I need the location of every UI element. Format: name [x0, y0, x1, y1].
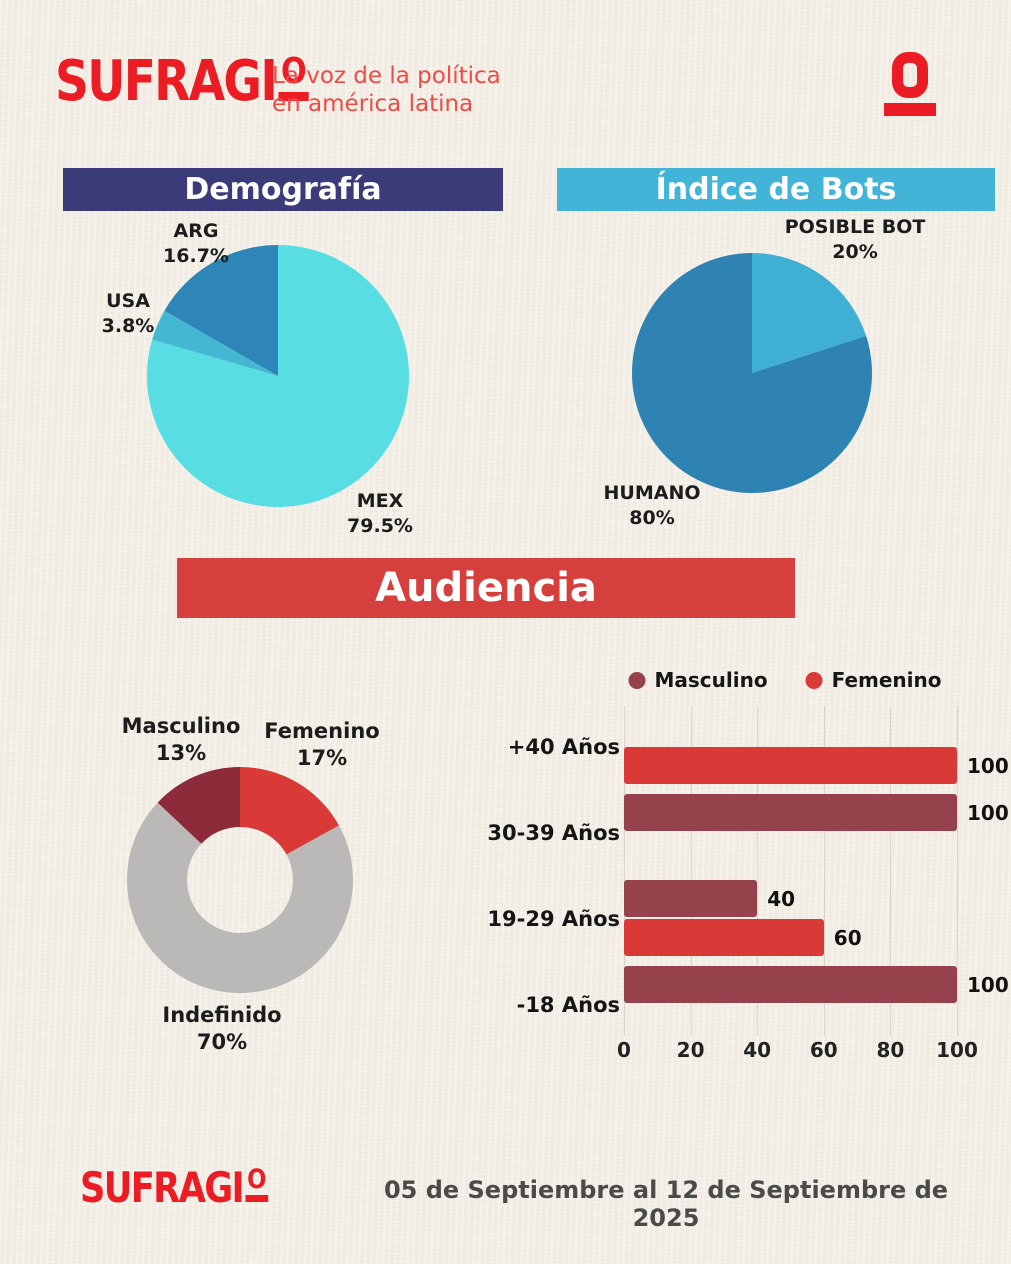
footer-logo-text: SUFRAGI [80, 1163, 245, 1212]
masculino-slice-label: Masculino 13% [122, 713, 241, 767]
sufragio-logo: SUFRAGI O [55, 49, 309, 114]
mex-slice-label: MEX 79.5% [347, 489, 413, 539]
logo-o-underline [278, 92, 309, 101]
age-bars-value-label: 100 [967, 800, 1009, 825]
bots-pie-slice-humano [632, 253, 873, 493]
audiencia-title: Audiencia [375, 565, 597, 611]
legend-dot-femenino [805, 671, 823, 689]
age-bars-bar-femenino-0 [624, 747, 957, 784]
age-bar-chart: 0 20 40 60 80 100 +40 Años 100 30-39 Años 100 19-2… [480, 660, 1011, 1080]
age-bars-bar-masculino-3 [624, 966, 957, 1003]
age-bars-gridline [690, 706, 692, 1036]
usa-slice-label: USA 3.8% [102, 289, 155, 339]
tagline-line-2: en américa latina [272, 91, 474, 117]
arg-label-name: ARG [173, 220, 219, 242]
age-bars-category-label: +40 Años [507, 735, 620, 759]
logo-o-mark: O [278, 51, 309, 101]
age-bars-legend: Masculino Femenino [628, 668, 942, 692]
brand-header: SUFRAGI O [55, 49, 357, 114]
arg-slice-label: ARG 16.7% [163, 219, 229, 269]
demografia-title: Demografía [184, 172, 382, 207]
bots-pie-slice-posible-bot [752, 253, 867, 373]
brand-footer: SUFRAGI O [80, 1163, 304, 1212]
legend-item-femenino: Femenino [805, 668, 942, 692]
demografia-section-header: Demografía [63, 168, 503, 211]
logo-text: SUFRAGI [55, 49, 278, 114]
age-bars-gridline [957, 706, 958, 1036]
arg-label-pct: 16.7% [163, 245, 229, 267]
gender-donut-slice-femenino [240, 767, 340, 855]
age-bars-gridline [823, 706, 825, 1036]
date-range-label: 05 de Septiembre al 12 de Septiembre de … [383, 1176, 949, 1232]
masculino-label-name: Masculino [121, 714, 241, 738]
age-bars-tick-label: 80 [876, 1038, 905, 1062]
mex-label-pct: 79.5% [347, 515, 413, 537]
age-bars-tick-label: 40 [743, 1038, 772, 1062]
logo-o-letter: O [280, 51, 307, 92]
brand-tagline: La voz de la política en américa latina [272, 62, 501, 118]
age-bars-gridline [890, 706, 892, 1036]
mex-label-name: MEX [356, 490, 404, 512]
audiencia-section-header: Audiencia [177, 558, 795, 618]
gender-donut-chart [127, 767, 354, 994]
legend-item-masculino: Masculino [628, 668, 768, 692]
demografia-pie-slice-arg [164, 244, 278, 376]
indefinido-slice-label: Indefinido 70% [162, 1002, 281, 1056]
sufragio-logo-footer: SUFRAGI O [80, 1163, 269, 1212]
legend-dot-masculino [628, 671, 646, 689]
posible-bot-label-pct: 20% [832, 241, 878, 263]
age-bars-tick-label: 20 [676, 1038, 705, 1062]
age-bars-category-label: -18 Años [516, 993, 620, 1017]
masculino-label-pct: 13% [155, 741, 207, 765]
tagline-line-1: La voz de la política [272, 63, 501, 89]
age-bars-tick-label: 0 [617, 1038, 631, 1062]
humano-label-name: HUMANO [603, 482, 701, 504]
age-bars-bar-masculino-2 [624, 880, 758, 917]
age-bars-bar-femenino-2 [624, 919, 824, 956]
bots-title: Índice de Bots [655, 172, 897, 207]
age-bars-value-label: 40 [767, 886, 796, 911]
legend-label: Femenino [831, 668, 942, 692]
usa-label-pct: 3.8% [101, 315, 155, 337]
femenino-label-pct: 17% [296, 746, 348, 770]
footer-logo-o-underline [245, 1195, 269, 1202]
usa-label-name: USA [106, 290, 150, 312]
legend-label: Masculino [654, 668, 768, 692]
age-bars-tick-label: 60 [809, 1038, 838, 1062]
indefinido-label-pct: 70% [196, 1030, 248, 1054]
age-bars-bar-masculino-1 [624, 794, 957, 831]
bots-pie-chart [632, 253, 873, 493]
age-bars-gridline [624, 706, 625, 1036]
age-bars-value-label: 100 [967, 972, 1009, 997]
posible-bot-label-name: POSIBLE BOT [784, 216, 926, 238]
age-bars-value-label: 100 [967, 753, 1009, 778]
femenino-label-name: Femenino [264, 719, 380, 743]
femenino-slice-label: Femenino 17% [264, 718, 379, 772]
posible-bot-slice-label: POSIBLE BOT 20% [785, 215, 926, 265]
ballot-box-icon [884, 52, 936, 116]
demografia-pie-slice-mex [146, 245, 409, 507]
age-bars-category-label: 19-29 Años [487, 907, 620, 931]
demografia-pie-chart [146, 244, 409, 507]
age-bars-gridline [757, 706, 759, 1036]
gender-donut-slice-masculino [157, 767, 240, 844]
demografia-pie-slice-usa [152, 310, 278, 376]
age-bars-value-label: 60 [833, 925, 862, 950]
humano-slice-label: HUMANO 80% [604, 481, 701, 531]
humano-label-pct: 80% [629, 507, 675, 529]
gender-donut-slice-indefinido [127, 802, 354, 994]
ballot-o-ring [892, 52, 928, 98]
age-bars-category-label: 30-39 Años [487, 821, 620, 845]
footer-logo-o-letter: O [247, 1164, 267, 1195]
ballot-o-base [884, 103, 936, 116]
indefinido-label-name: Indefinido [162, 1003, 282, 1027]
age-bars-tick-label: 100 [936, 1038, 978, 1062]
footer-logo-o-mark: O [245, 1164, 269, 1202]
bots-section-header: Índice de Bots [557, 168, 995, 211]
